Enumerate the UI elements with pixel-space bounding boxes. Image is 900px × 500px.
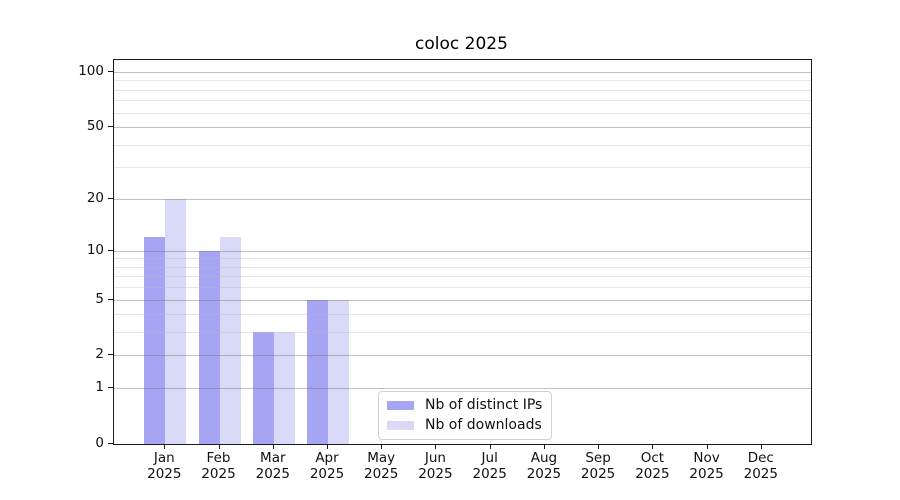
bar-nb-of-downloads-apr xyxy=(328,299,349,444)
x-tick-mark xyxy=(381,444,383,449)
x-tick-label: Mar 2025 xyxy=(255,450,290,482)
y-minor-gridline xyxy=(114,167,811,169)
y-tick-label: 0 xyxy=(95,435,104,451)
bar-nb-of-distinct-ips-apr xyxy=(307,299,328,444)
x-tick-label: Feb 2025 xyxy=(201,450,236,482)
legend-swatch-distinct-ips xyxy=(387,400,414,410)
y-tick-mark xyxy=(108,126,113,127)
y-tick-label: 5 xyxy=(95,290,104,307)
y-tick-label: 100 xyxy=(78,62,104,79)
y-major-gridline xyxy=(114,198,811,200)
y-tick-mark xyxy=(108,249,113,251)
bar-nb-of-distinct-ips-jan xyxy=(144,237,166,444)
x-tick-label: May 2025 xyxy=(364,450,399,482)
x-tick-label: Apr 2025 xyxy=(309,450,345,482)
y-tick-mark xyxy=(108,354,113,356)
y-major-gridline xyxy=(114,71,811,73)
plot-area xyxy=(113,59,812,445)
legend-label-distinct-ips: Nb of distinct IPs xyxy=(425,397,543,413)
y-minor-gridline xyxy=(114,144,811,146)
x-tick-label: Jul 2025 xyxy=(472,450,507,482)
x-tick-mark xyxy=(164,444,166,449)
legend-item-distinct-ips: Nb of distinct IPs xyxy=(387,397,542,413)
x-tick-label: Aug 2025 xyxy=(526,450,562,482)
y-minor-gridline xyxy=(114,112,811,114)
y-tick-label: 1 xyxy=(95,379,104,396)
bar-nb-of-downloads-mar xyxy=(273,332,295,444)
chart-title: coloc 2025 xyxy=(415,34,508,54)
y-major-gridline xyxy=(114,127,811,128)
legend-swatch-downloads xyxy=(387,420,414,430)
legend-item-downloads: Nb of downloads xyxy=(387,417,542,433)
x-tick-mark xyxy=(706,444,708,449)
x-tick-label: Jun 2025 xyxy=(418,450,453,482)
x-tick-mark xyxy=(652,444,654,449)
x-tick-label: Jan 2025 xyxy=(147,450,182,482)
x-tick-mark xyxy=(327,444,328,449)
x-tick-label: Sep 2025 xyxy=(580,450,616,482)
y-tick-label: 10 xyxy=(86,241,104,258)
bar-nb-of-distinct-ips-feb xyxy=(198,250,220,444)
y-minor-gridline xyxy=(114,80,811,82)
y-tick-label: 20 xyxy=(86,189,104,206)
bar-nb-of-distinct-ips-mar xyxy=(252,332,274,444)
x-tick-mark xyxy=(435,444,437,449)
x-tick-mark xyxy=(543,444,545,449)
y-tick-mark xyxy=(108,70,113,72)
y-minor-gridline xyxy=(114,89,811,91)
x-tick-label: Dec 2025 xyxy=(743,450,778,482)
x-tick-mark xyxy=(489,444,491,449)
y-tick-label: 2 xyxy=(95,346,104,363)
y-tick-label: 50 xyxy=(86,118,104,134)
y-tick-mark xyxy=(108,197,113,199)
x-tick-label: Nov 2025 xyxy=(689,450,724,482)
bar-nb-of-downloads-jan xyxy=(165,198,187,444)
y-minor-gridline xyxy=(114,100,811,102)
x-tick-mark xyxy=(598,444,600,449)
y-tick-mark xyxy=(108,387,113,389)
x-tick-label: Oct 2025 xyxy=(635,450,670,482)
x-tick-mark xyxy=(272,444,274,449)
y-tick-mark xyxy=(108,443,113,444)
legend-label-downloads: Nb of downloads xyxy=(425,417,542,433)
x-tick-mark xyxy=(218,444,220,449)
legend: Nb of distinct IPs Nb of downloads xyxy=(378,391,553,440)
y-tick-mark xyxy=(108,298,113,300)
x-tick-mark xyxy=(760,444,762,449)
bar-nb-of-downloads-feb xyxy=(219,237,241,444)
